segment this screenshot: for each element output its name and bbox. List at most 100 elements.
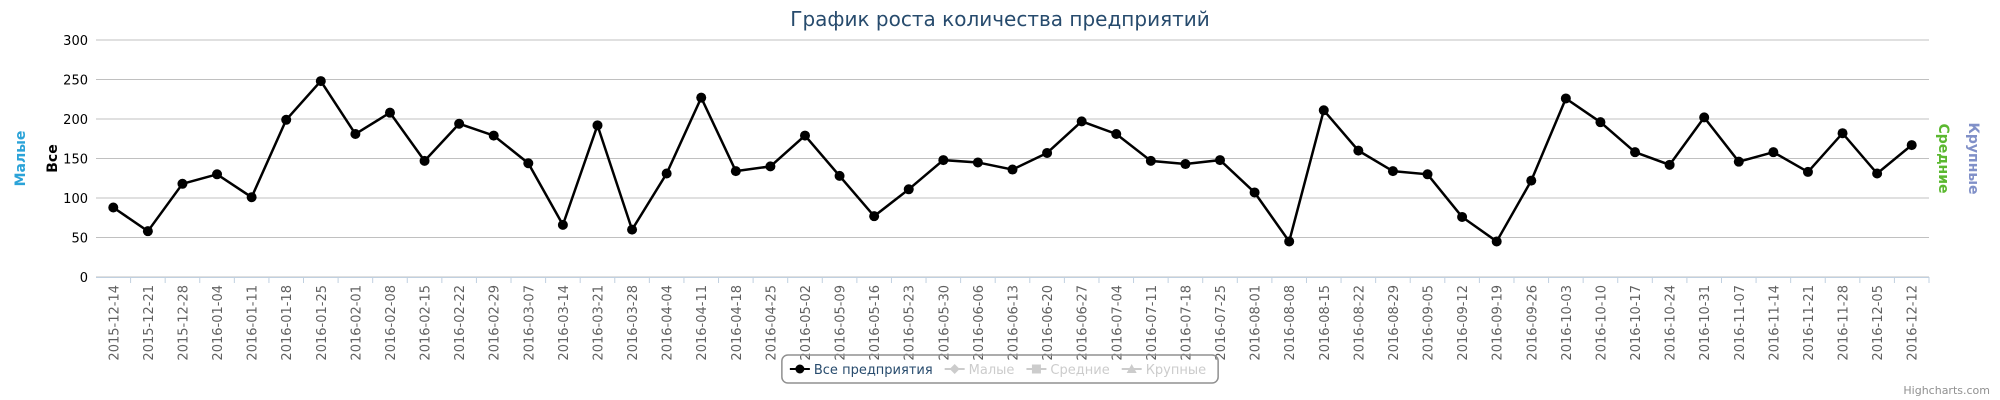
data-point [1837,128,1848,139]
data-point [869,211,880,222]
x-tick-label: 2016-04-18 [730,285,745,361]
x-tick-label: 2016-08-29 [1387,285,1402,361]
x-tick-label: 2016-05-09 [834,285,849,361]
data-point [246,192,257,203]
data-point [454,118,465,129]
x-tick-label: 2016-04-11 [695,285,710,361]
data-point [1768,147,1779,158]
data-point [1007,164,1018,175]
x-tick-label: 2016-06-20 [1041,285,1056,361]
x-tick-label: 2016-02-15 [419,285,434,361]
data-point [212,169,223,180]
data-point [592,120,603,131]
x-tick-label: 2016-10-03 [1560,285,1575,361]
data-point [1249,187,1260,198]
x-tick-label: 2016-02-08 [384,285,399,361]
data-point [1180,159,1191,170]
x-tick-label: 2016-03-28 [626,285,641,361]
x-tick-label: 2016-10-24 [1664,285,1679,361]
x-tick-label: 2016-03-07 [522,285,537,361]
x-tick-label: 2016-08-22 [1352,285,1367,361]
x-tick-label: 2016-08-15 [1318,285,1333,361]
legend-label: Все предприятия [814,363,933,378]
x-tick-label: 2016-08-08 [1283,285,1298,361]
data-point [1491,236,1502,247]
data-point [1733,156,1744,167]
data-point [730,166,741,177]
y-tick-label: 0 [80,271,88,286]
x-tick-label: 2016-06-13 [1007,285,1022,361]
data-point [938,155,949,166]
data-point [523,158,534,169]
x-tick-label: 2016-02-22 [453,285,468,361]
data-point [488,130,499,141]
data-point [799,130,810,141]
x-tick-label: 2016-04-04 [661,285,676,361]
data-point [1595,117,1606,128]
x-tick-label: 2016-07-18 [1179,285,1194,361]
data-point [972,157,983,168]
data-point [1630,147,1641,158]
chart-title: График роста количества предприятий [790,7,1210,31]
x-tick-label: 2016-01-04 [211,285,226,361]
x-tick-label: 2016-12-05 [1871,285,1886,361]
series-line [112,79,1913,245]
y2-axis-title: Средние [1935,123,1951,193]
y-tick-label: 150 [63,153,88,168]
legend-box [781,354,1219,384]
y2-axis-title: Крупные [1965,122,1981,194]
legend-label: Малые [969,363,1015,378]
legend-item[interactable]: Средние [1026,363,1110,378]
x-tick-label: 2016-01-11 [246,285,261,361]
data-point [1318,105,1329,116]
x-tick-label: 2016-05-16 [868,285,883,361]
data-point [281,114,292,125]
x-tick-label: 2015-12-28 [176,285,191,361]
data-point [1284,236,1295,247]
data-point [557,219,568,230]
data-point [419,155,430,166]
data-point [1802,166,1813,177]
data-point [1422,169,1433,180]
y-tick-label: 100 [63,192,88,207]
x-tick-label: 2016-12-12 [1906,285,1921,361]
x-tick-label: 2016-11-21 [1802,285,1817,361]
x-tick-label: 2016-07-11 [1145,285,1160,361]
legend-item[interactable]: Все предприятия [789,363,933,378]
x-tick-label: 2016-11-07 [1733,285,1748,361]
legend-marker [795,364,805,374]
x-tick-label: 2016-10-31 [1698,285,1713,361]
y-tick-label: 200 [63,113,88,128]
x-tick-label: 2016-10-10 [1594,285,1609,361]
data-point [1526,175,1537,186]
x-tick-label: 2016-11-14 [1767,285,1782,361]
data-point [1664,159,1675,170]
data-point [108,202,119,213]
x-tick-label: 2016-07-04 [1110,285,1125,361]
data-point [1387,166,1398,177]
legend: Все предприятия Малые Средние Крупные [781,354,1219,384]
data-point [1560,93,1571,104]
data-point [1145,155,1156,166]
x-tick-label: 2016-01-25 [315,285,330,361]
x-tick-label: 2016-07-25 [1214,285,1229,361]
legend-marker [1031,364,1041,374]
legend-item[interactable]: Крупные [1121,363,1206,378]
data-point [834,170,845,181]
legend-item[interactable]: Малые [944,363,1015,378]
data-point [1353,145,1364,156]
x-tick-label: 2015-12-21 [142,285,157,361]
legend-marker [1126,364,1137,373]
x-tick-label: 2016-04-25 [764,285,779,361]
x-tick-label: 2016-05-30 [937,285,952,361]
data-point [1042,147,1053,158]
data-point [142,226,153,237]
x-tick-label: 2015-12-14 [107,285,122,361]
credits[interactable]: Highcharts.com [1903,384,1990,397]
data-point [661,168,672,179]
y-tick-label: 300 [63,34,88,49]
legend-label: Средние [1050,363,1109,378]
x-tick-label: 2016-02-01 [349,285,364,361]
x-tick-label: 2016-06-06 [972,285,987,361]
y-tick-label: 250 [63,74,88,89]
